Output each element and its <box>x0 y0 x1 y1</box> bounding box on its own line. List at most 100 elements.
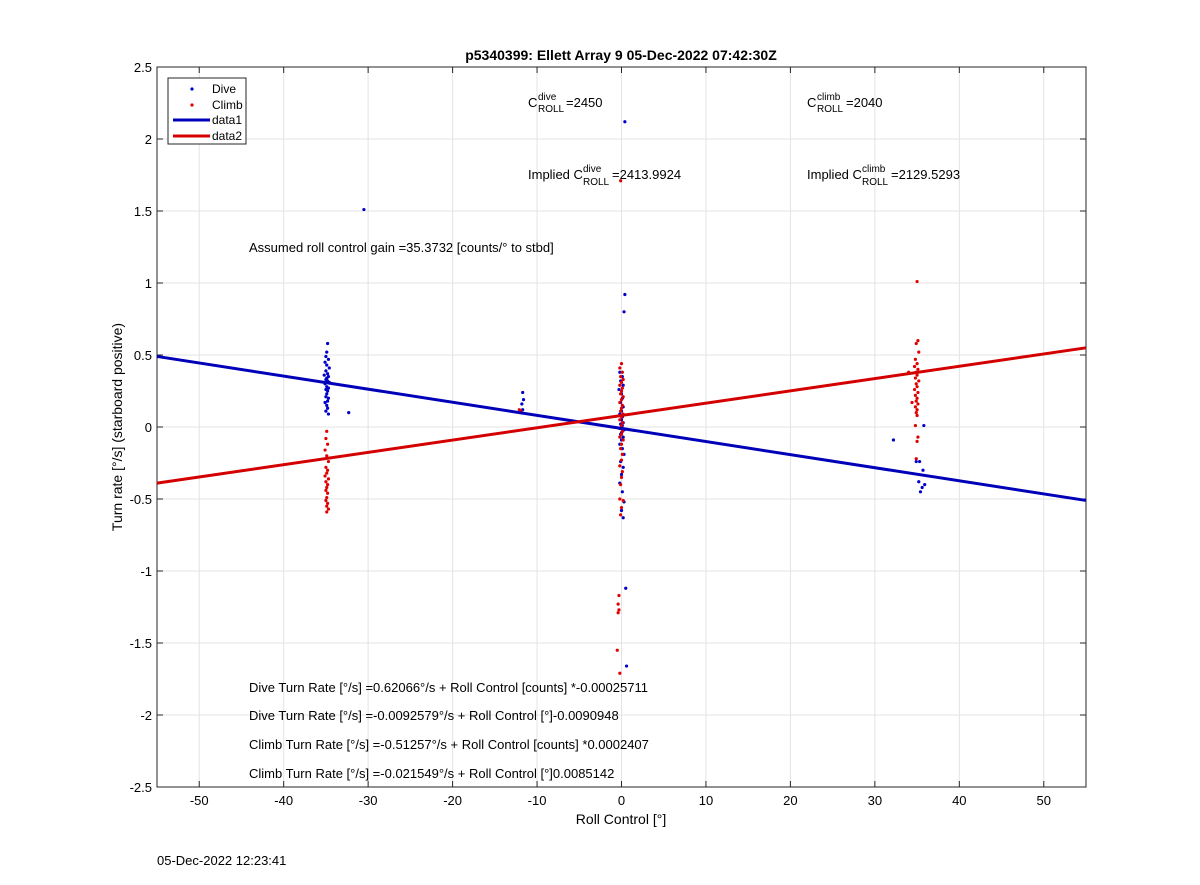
point-climb <box>619 432 624 436</box>
point-climb <box>914 382 918 386</box>
point-climb <box>324 465 328 469</box>
point-dive <box>914 459 918 464</box>
point-climb <box>915 408 919 412</box>
point-dive <box>347 411 351 415</box>
svg-text:=2040: =2040 <box>846 95 883 110</box>
point-climb <box>621 377 625 382</box>
y-tick-label: 2 <box>145 132 152 147</box>
x-tick-label: -30 <box>359 793 378 808</box>
y-tick-label: -1.5 <box>130 636 152 651</box>
point-climb <box>912 387 917 392</box>
implied-dive-sup: dive <box>583 164 602 175</box>
point-climb <box>914 457 918 461</box>
legend-data1-label: data1 <box>212 113 242 127</box>
x-tick-label: 10 <box>699 793 713 808</box>
point-climb <box>620 421 624 425</box>
y-tick-label: 0 <box>145 420 152 435</box>
fit-line-data2 <box>156 346 1087 485</box>
equation-dive-degrees: Dive Turn Rate [°/s] =-0.0092579°/s + Ro… <box>249 708 619 723</box>
point-dive <box>324 354 328 359</box>
point-dive <box>520 402 524 406</box>
implied-dive-sub: ROLL <box>583 177 610 188</box>
y-tick-label: 1 <box>145 276 152 291</box>
svg-text:C: C <box>528 95 537 110</box>
legend-climb-marker <box>190 103 194 107</box>
y-tick-label: -1 <box>140 564 152 579</box>
point-dive <box>325 372 330 376</box>
legend-dive-marker <box>190 87 194 91</box>
svg-text:ROLL: ROLL <box>817 104 844 115</box>
point-dive <box>325 389 330 393</box>
point-climb <box>619 506 624 510</box>
svg-text:dive: dive <box>538 92 557 103</box>
svg-text:=2129.5293: =2129.5293 <box>891 167 960 182</box>
point-climb <box>619 375 623 379</box>
x-axis-label: Roll Control [°] <box>576 811 666 827</box>
point-dive <box>620 490 624 494</box>
point-dive <box>920 485 924 490</box>
x-tick-label: 20 <box>783 793 797 808</box>
point-climb <box>325 495 329 500</box>
c-dive-sub: ROLL <box>538 104 565 115</box>
point-climb <box>617 608 621 612</box>
point-climb <box>616 611 620 615</box>
point-dive <box>623 120 627 124</box>
point-climb <box>913 376 918 380</box>
point-dive <box>325 406 330 410</box>
axis-ticks <box>157 66 1086 788</box>
point-climb <box>917 350 921 354</box>
point-climb <box>916 390 920 395</box>
point-dive <box>323 400 327 405</box>
point-dive <box>619 508 624 513</box>
point-climb <box>619 389 624 393</box>
point-climb <box>619 513 623 517</box>
fit-lines <box>156 346 1087 502</box>
point-dive <box>324 369 328 373</box>
point-climb <box>324 436 328 441</box>
point-climb <box>621 438 625 442</box>
point-climb <box>619 406 624 410</box>
svg-text:Implied C: Implied C <box>807 167 862 182</box>
point-climb <box>618 366 622 370</box>
point-climb <box>618 497 622 501</box>
svg-text:=2413.9924: =2413.9924 <box>612 167 681 182</box>
point-climb <box>915 413 919 418</box>
point-dive <box>322 373 326 377</box>
point-climb <box>916 367 920 371</box>
point-climb <box>913 405 918 409</box>
point-climb <box>620 403 624 407</box>
svg-text:=2450: =2450 <box>566 95 603 110</box>
point-dive <box>623 292 627 297</box>
point-dive <box>923 483 927 487</box>
point-climb <box>326 477 331 481</box>
point-climb <box>325 454 329 458</box>
point-dive <box>324 409 328 413</box>
point-climb <box>620 470 624 474</box>
point-climb <box>621 498 625 503</box>
point-climb <box>324 480 328 484</box>
x-tick-label: -50 <box>190 793 209 808</box>
c-climb-annotation: C climb ROLL =2040 <box>807 92 883 115</box>
point-climb <box>916 402 920 406</box>
point-dive <box>325 403 329 407</box>
point-climb <box>619 392 623 396</box>
legend: Dive Climb data1 data2 <box>167 77 247 145</box>
point-climb <box>912 364 917 369</box>
y-tick-label: 1.5 <box>134 204 152 219</box>
point-climb <box>620 429 624 433</box>
point-climb <box>619 458 624 462</box>
point-climb <box>916 435 920 439</box>
point-dive <box>325 341 330 346</box>
point-climb <box>916 339 920 343</box>
point-dive <box>917 480 921 484</box>
point-climb <box>618 435 622 439</box>
point-climb <box>619 409 623 413</box>
point-climb <box>910 400 914 405</box>
point-dive <box>619 472 624 477</box>
x-tick-label: 50 <box>1037 793 1051 808</box>
point-climb <box>619 423 624 428</box>
y-axis-label: Turn rate [°/s] (starboard positive) <box>109 323 125 531</box>
svg-text:Implied C: Implied C <box>528 167 583 182</box>
point-climb <box>620 370 624 374</box>
